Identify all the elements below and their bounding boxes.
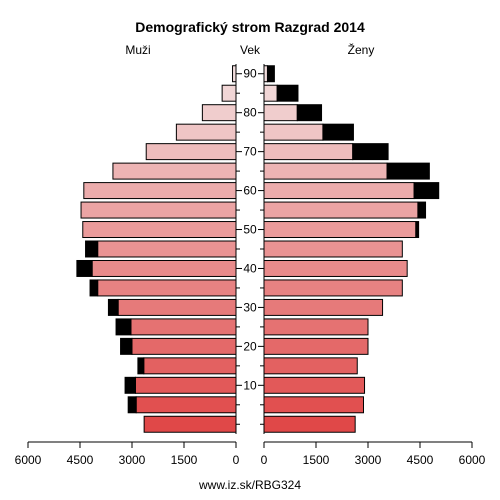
x-tick-label-left-4500: 4500	[67, 453, 94, 467]
male-bar-85-89	[221, 84, 237, 102]
female-bar-40-44	[263, 259, 408, 277]
female-bar-20-24	[263, 337, 369, 355]
age-tick-label-10: 10	[243, 378, 257, 392]
female-bar-55-59	[263, 201, 419, 219]
age-tick-label-20: 20	[243, 339, 257, 353]
male-bar-60-64	[83, 182, 237, 200]
male-bar-65-69	[112, 162, 237, 180]
male-bar-35-39	[97, 279, 237, 297]
age-tick-label-70: 70	[243, 145, 257, 159]
male-excess-40-44	[76, 259, 93, 277]
female-excess-55-59	[417, 201, 427, 219]
age-tick-label-90: 90	[243, 67, 257, 81]
male-excess-15-19	[137, 357, 145, 375]
left-label: Muži	[125, 43, 150, 57]
female-bar-65-69	[263, 162, 388, 180]
age-tick-label-50: 50	[243, 223, 257, 237]
male-excess-25-29	[115, 318, 132, 336]
male-excess-20-24	[120, 337, 133, 355]
male-bar-70-74	[145, 143, 237, 161]
male-excess-45-49	[85, 240, 99, 258]
female-bar-30-34	[263, 298, 384, 316]
female-bar-75-79	[263, 123, 324, 141]
female-bar-10-14	[263, 376, 366, 394]
female-excess-60-64	[413, 182, 440, 200]
x-tick-label-right-6000: 6000	[459, 453, 486, 467]
x-tick-label-left-1500: 1500	[171, 453, 198, 467]
male-bar-40-44	[91, 259, 237, 277]
female-bar-45-49	[263, 240, 403, 258]
female-excess-50-54	[415, 221, 420, 239]
male-bar-50-54	[82, 221, 237, 239]
female-bar-15-19	[263, 357, 358, 375]
x-tick-label-left-6000: 6000	[15, 453, 42, 467]
female-bar-60-64	[263, 182, 415, 200]
male-bar-15-19	[143, 357, 237, 375]
male-bar-45-49	[97, 240, 237, 258]
male-bar-80-84	[201, 104, 237, 122]
x-tick-label-right-1500: 1500	[303, 453, 330, 467]
x-tick-label-left-3000: 3000	[119, 453, 146, 467]
bars-layer	[76, 65, 440, 433]
female-bar-25-29	[263, 318, 369, 336]
female-bar-50-54	[263, 221, 417, 239]
age-tick-label-80: 80	[243, 106, 257, 120]
chart-title: Demografický strom Razgrad 2014	[135, 19, 365, 35]
male-bar-55-59	[80, 201, 237, 219]
x-tick-label-right-0: 0	[261, 453, 268, 467]
female-excess-90+	[266, 65, 275, 83]
male-excess-30-34	[107, 298, 119, 316]
age-tick-label-60: 60	[243, 184, 257, 198]
male-bar-75-79	[175, 123, 237, 141]
male-excess-5-9	[127, 396, 137, 414]
center-label: Vek	[240, 43, 261, 57]
male-bar-90+	[232, 65, 237, 83]
x-tick-label-right-3000: 3000	[355, 453, 382, 467]
male-bar-0-4	[143, 415, 237, 433]
female-bar-90+	[263, 65, 268, 83]
male-bar-30-34	[117, 298, 237, 316]
male-excess-35-39	[89, 279, 99, 297]
axes-layer: 0 0 1500 1500 3000 3000 4500 4500 6000 6000 10 20 30…	[15, 64, 486, 467]
male-bar-20-24	[131, 337, 237, 355]
female-excess-70-74	[352, 143, 389, 161]
male-bar-5-9	[135, 396, 237, 414]
x-tick-label-left-0: 0	[233, 453, 240, 467]
age-tick-label-30: 30	[243, 300, 257, 314]
female-bar-85-89	[263, 84, 278, 102]
male-excess-10-14	[124, 376, 136, 394]
male-bar-10-14	[134, 376, 237, 394]
female-bar-80-84	[263, 104, 298, 122]
right-label: Ženy	[348, 42, 375, 57]
age-tick-label-40: 40	[243, 261, 257, 275]
female-excess-65-69	[386, 162, 430, 180]
female-excess-80-84	[296, 104, 323, 122]
female-excess-75-79	[322, 123, 354, 141]
x-tick-label-right-4500: 4500	[407, 453, 434, 467]
female-bar-35-39	[263, 279, 403, 297]
male-bar-25-29	[130, 318, 237, 336]
female-bar-5-9	[263, 396, 364, 414]
female-bar-70-74	[263, 143, 354, 161]
female-bar-0-4	[263, 415, 356, 433]
female-excess-85-89	[276, 84, 299, 102]
footer: www.iz.sk/RBG324	[198, 478, 301, 492]
